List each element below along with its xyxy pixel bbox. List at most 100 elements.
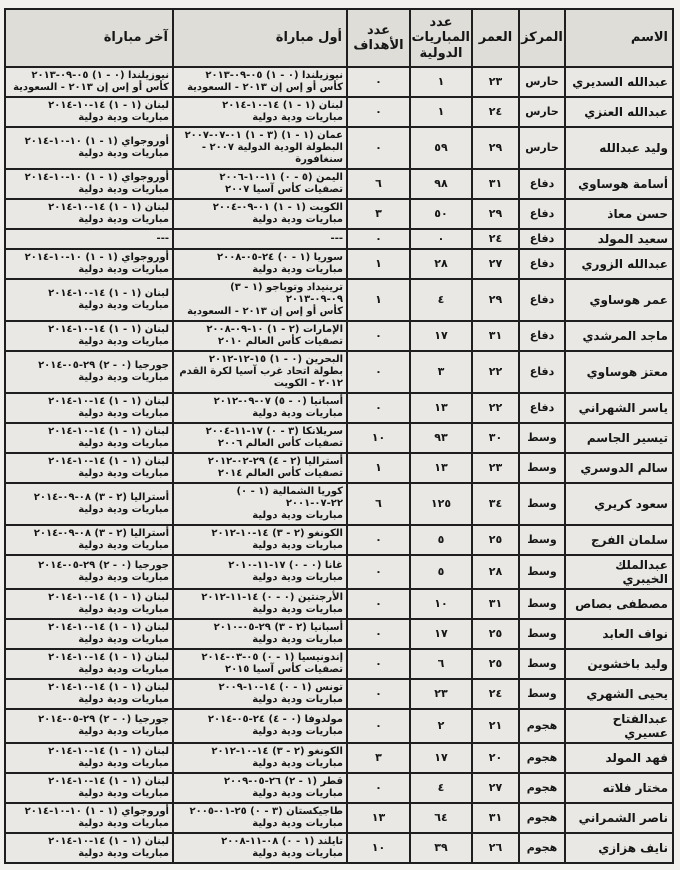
age-cell: ٢١ xyxy=(471,707,520,744)
table-row: عبدالله الزوري دفاع ٢٧ ٢٨ ١ سوريا (١ - ٠) ٢٤-… xyxy=(4,247,674,280)
last-match-cell: لبنان (١ - ١) ١٤-١٠-٢٠١٤ مباريات ودية دول… xyxy=(4,319,174,352)
competition-line: تصفيات كأس آسيا ٢٠٠٧ xyxy=(224,183,343,195)
age-cell: ٢٥ xyxy=(471,617,520,650)
goals-cell: ٦ xyxy=(346,481,411,526)
table-row: ماجد المرشدي دفاع ٣١ ١٧ ٠ الإمارات (٢ - ١) ١٠… xyxy=(4,319,674,352)
caps-cell: ٣ xyxy=(409,349,473,394)
first-match-cell: نيوزيلندا (٠ - ١) ٠٥-٠٩-٢٠١٣ كأس أو إس إن… xyxy=(172,65,348,98)
competition-line: مباريات ودية دولية xyxy=(78,437,169,449)
players-table: الاسم المركز العمر عدد المباريات الدولية… xyxy=(4,8,674,864)
player-name-cell: ناصر الشمراني xyxy=(564,801,674,834)
position-cell: هجوم xyxy=(518,707,566,744)
caps-cell: ٥٩ xyxy=(409,125,473,170)
caps-cell: ١٢٥ xyxy=(409,481,473,526)
table-row: وليد باخشوين وسط ٢٥ ٦ ٠ إندونيسيا (١ - ٠) ٠٥-… xyxy=(4,647,674,680)
match-result-line: مولدوفا (٠ - ٤) ٢٤-٠٥-٢٠١٤ xyxy=(207,713,343,725)
age-cell: ٢٤ xyxy=(471,227,520,250)
table-row: سالم الدوسري وسط ٢٣ ١٣ ١ أستراليا (٢ - ٤) ٢٩-… xyxy=(4,451,674,484)
age-cell: ٣٤ xyxy=(471,481,520,526)
goals-cell: ١ xyxy=(346,277,411,322)
competition-line: مباريات ودية دولية xyxy=(252,407,343,419)
col-header-age: العمر xyxy=(471,8,520,68)
first-match-cell: مولدوفا (٠ - ٤) ٢٤-٠٥-٢٠١٤ مباريات ودية د… xyxy=(172,707,348,744)
competition-line: مباريات ودية دولية xyxy=(78,503,169,515)
goals-cell: ٠ xyxy=(346,125,411,170)
player-name-cell: عبدالفتاح عسيري xyxy=(564,707,674,744)
position-cell: دفاع xyxy=(518,227,566,250)
table-row: حسن معاذ دفاع ٢٩ ٥٠ ٣ الكويت (١ - ١) ٠١-٠٩-٢٠… xyxy=(4,197,674,230)
position-cell: دفاع xyxy=(518,247,566,280)
player-name-cell: حسن معاذ xyxy=(564,197,674,230)
player-name-cell: ياسر الشهراني xyxy=(564,391,674,424)
match-result-line: الإمارات (٢ - ١) ١٠-٠٩-٢٠٠٨ xyxy=(206,323,343,335)
competition-line: مباريات ودية دولية xyxy=(78,693,169,705)
match-result-line: لبنان (١ - ١) ١٤-١٠-٢٠١٤ xyxy=(48,651,169,663)
position-cell: حارس xyxy=(518,65,566,98)
table-row: سعود كريري وسط ٣٤ ١٢٥ ٦ كوريا الشمالية (١ - ٠… xyxy=(4,481,674,526)
last-match-cell: جورجيا (٠ - ٢) ٢٩-٠٥-٢٠١٤ مباريات ودية دو… xyxy=(4,707,174,744)
match-result-line: لبنان (١ - ١) ١٤-١٠-٢٠١٤ xyxy=(48,287,169,299)
competition-line: مباريات ودية دولية xyxy=(252,571,343,583)
first-match-cell: إندونيسيا (١ - ٠) ٠٥-٠٣-٢٠١٤ تصفيات كأس آ… xyxy=(172,647,348,680)
caps-cell: ٢ xyxy=(409,707,473,744)
competition-line: مباريات ودية دولية xyxy=(78,817,169,829)
first-match-cell: الكونغو (٢ - ٣) ١٤-١٠-٢٠١٢ مباريات ودية د… xyxy=(172,523,348,556)
last-match-cell: لبنان (١ - ١) ١٤-١٠-٢٠١٤ مباريات ودية دول… xyxy=(4,421,174,454)
position-cell: دفاع xyxy=(518,349,566,394)
match-result-line: سوريا (١ - ٠) ٢٤-٠٥-٢٠٠٨ xyxy=(217,251,343,263)
age-cell: ٢٢ xyxy=(471,349,520,394)
caps-cell: ١٠ xyxy=(409,587,473,620)
match-result-line: لبنان (١ - ١) ١٤-١٠-٢٠١٤ xyxy=(48,395,169,407)
player-name-cell: فهد المولد xyxy=(564,741,674,774)
goals-cell: ٠ xyxy=(346,677,411,710)
competition-line: مباريات ودية دولية xyxy=(252,509,343,521)
competition-line: كأس أو إس إن ٢٠١٣ - السعودية xyxy=(187,81,343,93)
caps-cell: ٢٣ xyxy=(409,677,473,710)
age-cell: ٢٩ xyxy=(471,277,520,322)
match-result-line: قطر (١ - ٢) ٢٦-٠٥-٢٠٠٩ xyxy=(223,775,343,787)
player-name-cell: سعيد المولد xyxy=(564,227,674,250)
first-match-cell: سريلانكا (٣ - ٠) ١٧-١١-٢٠٠٤ تصفيات كأس ال… xyxy=(172,421,348,454)
first-match-cell: الكونغو (٢ - ٣) ١٤-١٠-٢٠١٢ مباريات ودية د… xyxy=(172,741,348,774)
match-result-line: جورجيا (٠ - ٢) ٢٩-٠٥-٢٠١٤ xyxy=(38,559,169,571)
position-cell: دفاع xyxy=(518,197,566,230)
caps-cell: ٥ xyxy=(409,523,473,556)
player-name-cell: عبدالله العنزي xyxy=(564,95,674,128)
competition-line: مباريات ودية دولية xyxy=(78,633,169,645)
competition-line: البطولة الودية الدولية ٢٠٠٧ - سنغافورة xyxy=(201,141,343,165)
caps-cell: ١٣ xyxy=(409,391,473,424)
table-row: نواف العابد وسط ٢٥ ١٧ ٠ أسبانيا (٢ - ٣) ٢٩-٠٥… xyxy=(4,617,674,650)
age-cell: ٢٩ xyxy=(471,197,520,230)
last-match-cell: لبنان (١ - ١) ١٤-١٠-٢٠١٤ مباريات ودية دول… xyxy=(4,197,174,230)
competition-line: مباريات ودية دولية xyxy=(78,757,169,769)
goals-cell: ٠ xyxy=(346,391,411,424)
competition-line: مباريات ودية دولية xyxy=(78,539,169,551)
caps-cell: ٥ xyxy=(409,553,473,590)
table-row: ناصر الشمراني هجوم ٣١ ٦٤ ١٣ طاجيكستان (٣ - ٠)… xyxy=(4,801,674,834)
position-cell: وسط xyxy=(518,523,566,556)
table-row: سعيد المولد دفاع ٢٤ ٠ ٠ --- --- xyxy=(4,227,674,250)
match-result-line: أستراليا (٢ - ٣) ٠٨-٠٩-٢٠١٤ xyxy=(33,527,169,539)
goals-cell: ١ xyxy=(346,451,411,484)
competition-line: مباريات ودية دولية xyxy=(78,299,169,311)
last-match-cell: لبنان (١ - ١) ١٤-١٠-٢٠١٤ مباريات ودية دول… xyxy=(4,677,174,710)
first-match-cell: أستراليا (٢ - ٤) ٢٩-٠٢-٢٠١٢ تصفيات كأس ال… xyxy=(172,451,348,484)
position-cell: وسط xyxy=(518,481,566,526)
player-name-cell: سعود كريري xyxy=(564,481,674,526)
match-result-line: --- xyxy=(330,232,343,244)
competition-line: مباريات ودية دولية xyxy=(78,371,169,383)
competition-line: مباريات ودية دولية xyxy=(78,213,169,225)
match-result-line: لبنان (١ - ١) ١٤-١٠-٢٠١٤ xyxy=(48,99,169,111)
table-row: عبدالله العنزي حارس ٢٤ ١ ٠ لبنان (١ - ١) ١٤-١… xyxy=(4,95,674,128)
table-row: سلمان الفرج وسط ٢٥ ٥ ٠ الكونغو (٢ - ٣) ١٤-١٠-… xyxy=(4,523,674,556)
competition-line: تصفيات كأس العالم ٢٠١٠ xyxy=(217,335,343,347)
col-header-last-match: آخر مباراة xyxy=(4,8,174,68)
table-row: عبدالفتاح عسيري هجوم ٢١ ٢ ٠ مولدوفا (٠ - ٤) ٢… xyxy=(4,707,674,744)
caps-cell: ٦ xyxy=(409,647,473,680)
age-cell: ٢٧ xyxy=(471,771,520,804)
position-cell: وسط xyxy=(518,647,566,680)
match-result-line: نيوزيلندا (٠ - ١) ٠٥-٠٩-٢٠١٣ xyxy=(31,69,169,81)
position-cell: دفاع xyxy=(518,319,566,352)
last-match-cell: أوروجواي (١ - ١) ١٠-١٠-٢٠١٤ مباريات ودية … xyxy=(4,125,174,170)
